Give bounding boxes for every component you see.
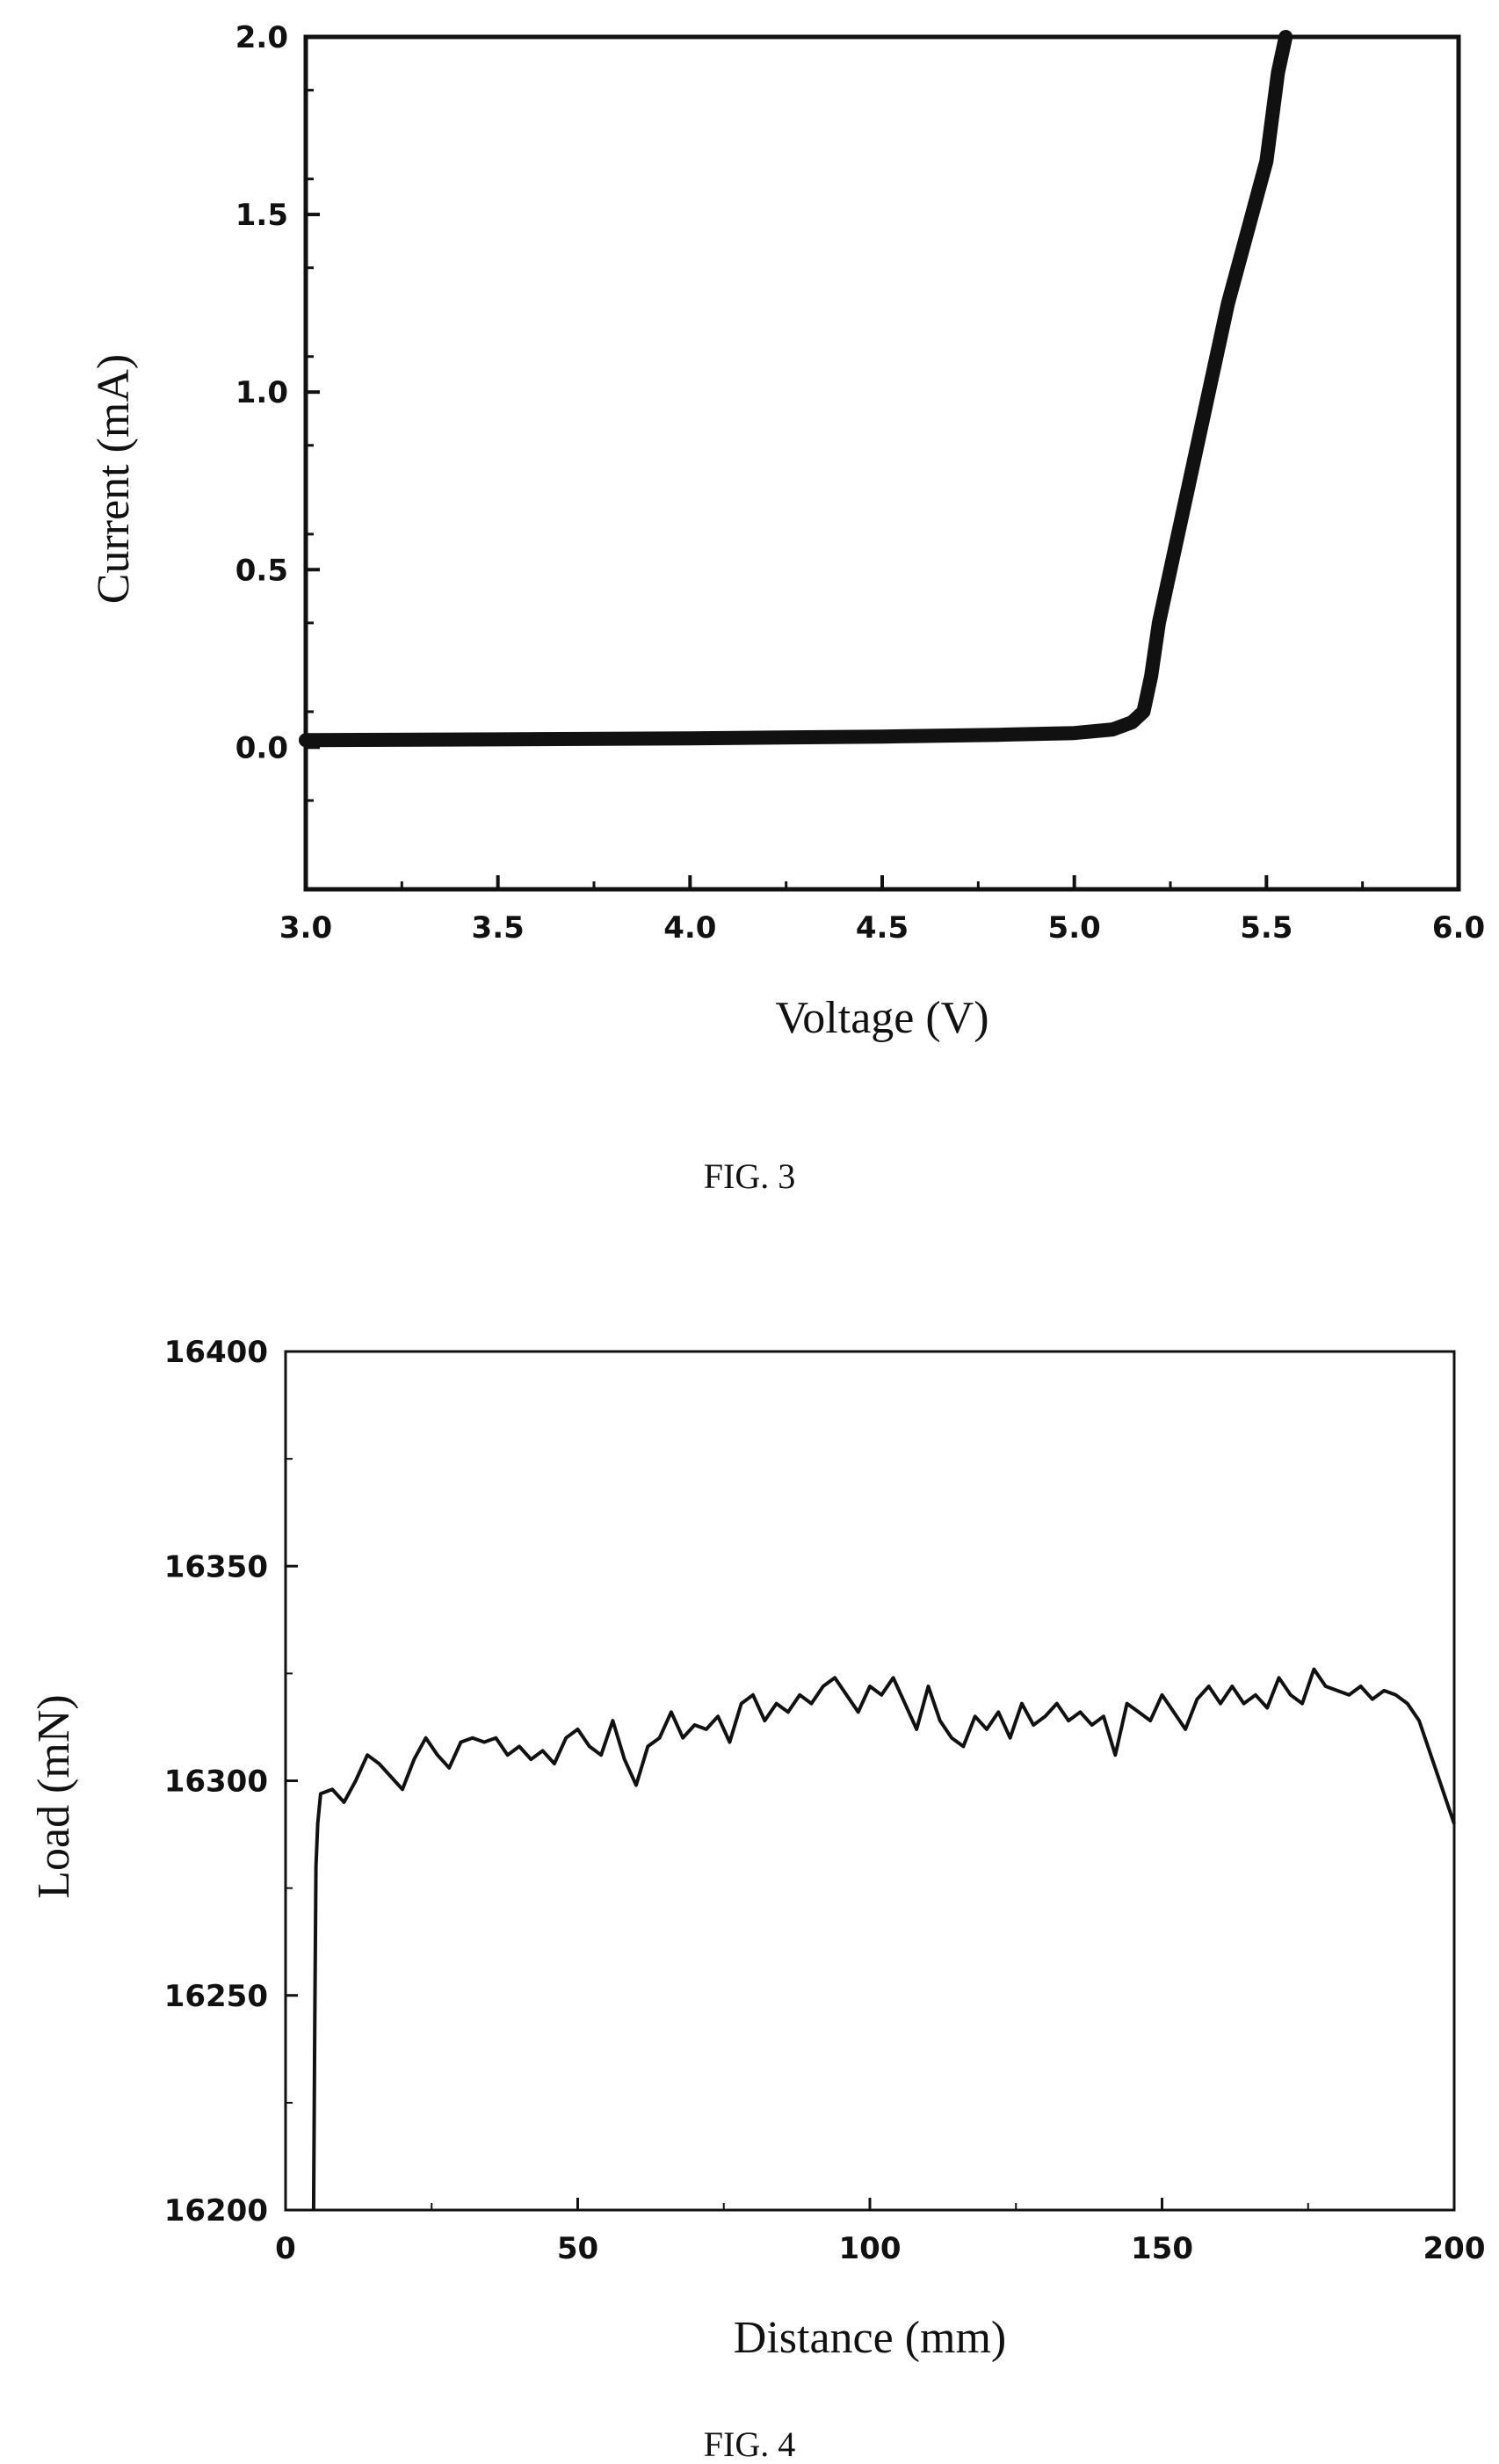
fig4-x-tick-label: 0: [275, 2231, 296, 2266]
fig4-chart: 0 50 100 150 200 16200 16250 16300 16350 16400 Di…: [29, 1335, 1485, 2363]
fig4-x-axis-title: Distance (mm): [734, 2313, 1006, 2363]
fig3-y-tick-label: 1.5: [235, 198, 288, 233]
fig3-x-tick-label: 3.5: [472, 910, 525, 946]
fig4-caption: FIG. 4: [704, 2424, 795, 2464]
fig4-data-line: [311, 1667, 1456, 2211]
fig3-y-tick-label: 2.0: [235, 20, 288, 55]
fig3-data-line: [299, 30, 1293, 748]
fig3-x-tick-label: 4.0: [663, 910, 716, 946]
fig4-y-tick-label: 16350: [164, 1549, 268, 1584]
fig3-x-tick-label: 4.5: [856, 910, 909, 946]
fig3-y-tick-label: 1.0: [235, 375, 288, 410]
fig4-ticks: 0 50 100 150 200 16200 16250 16300 16350 16400: [164, 1335, 1486, 2266]
fig3-y-tick-label: 0.5: [235, 553, 288, 588]
fig3-chart: 3.0 3.5 4.0 4.5 5.0 5.5 6.0 0.0 0.5 1.0 1.5 2.0 Vol…: [89, 20, 1485, 1043]
fig3-ticks: 3.0 3.5 4.0 4.5 5.0 5.5 6.0 0.0 0.5 1.0 1.5 2.0: [235, 20, 1485, 946]
fig3-x-tick-label: 3.0: [279, 910, 332, 946]
fig3-plot-frame: [303, 34, 1461, 892]
fig4-y-tick-label: 16200: [164, 2193, 268, 2228]
fig4-plot-frame: [284, 1350, 1456, 2212]
fig4-y-tick-label: 16250: [164, 1979, 268, 2014]
fig4-y-axis-title: Load (mN): [29, 1694, 79, 1898]
fig3-x-tick-label: 5.0: [1048, 910, 1101, 946]
fig3-caption: FIG. 3: [704, 1156, 795, 1196]
fig4-x-tick-label: 100: [839, 2231, 902, 2266]
fig4-x-tick-label: 150: [1131, 2231, 1193, 2266]
fig3-x-axis-title: Voltage (V): [775, 993, 988, 1043]
fig4-x-tick-label: 200: [1423, 2231, 1486, 2266]
fig3-y-axis-title: Current (mA): [89, 354, 139, 604]
fig4-y-tick-label: 16400: [164, 1335, 268, 1370]
fig3-x-tick-label: 5.5: [1240, 910, 1293, 946]
fig3-x-tick-label: 6.0: [1432, 910, 1485, 946]
fig3-y-tick-label: 0.0: [235, 730, 288, 765]
fig4-y-tick-label: 16300: [164, 1765, 268, 1800]
fig4-x-tick-label: 50: [557, 2231, 598, 2266]
